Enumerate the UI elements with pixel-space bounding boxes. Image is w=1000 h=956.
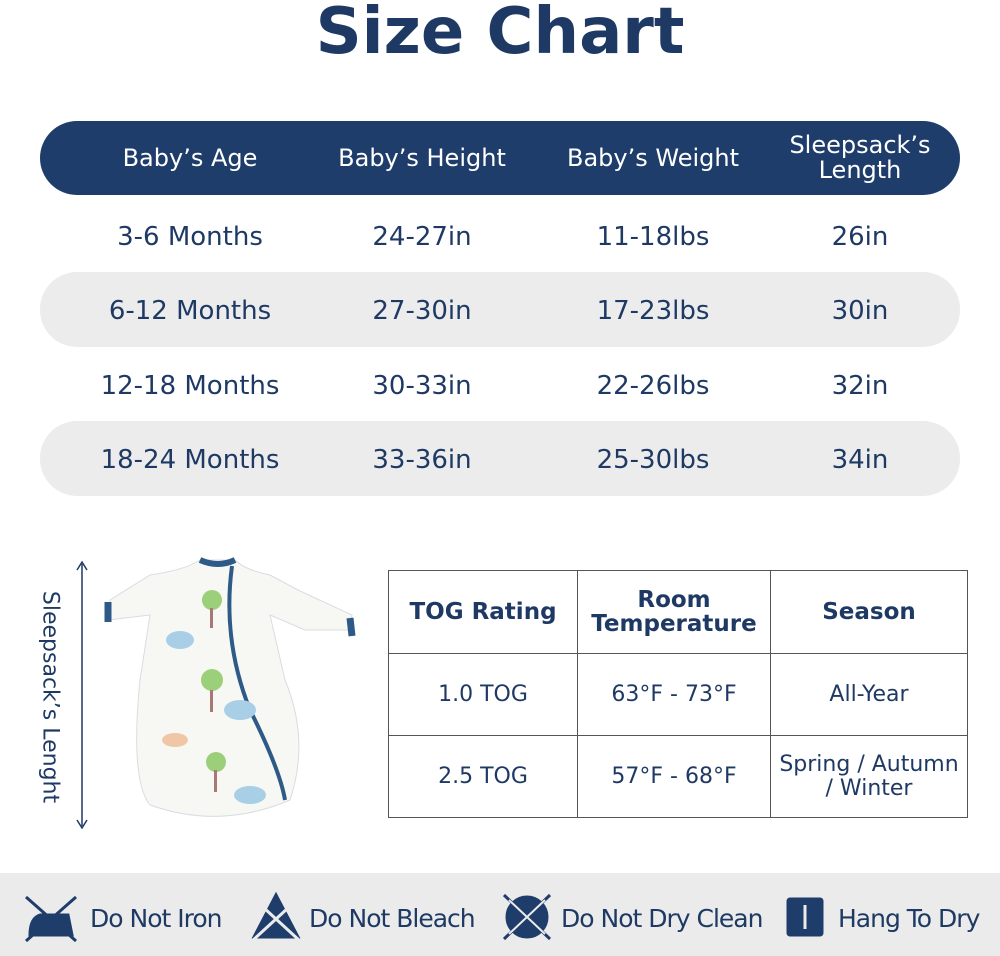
tog-cell: Spring / Autumn / Winter — [770, 735, 968, 818]
size-header: Baby’s Height — [338, 143, 506, 172]
length-label: Sleepsack’s Lenght — [37, 590, 63, 804]
size-cell: 22-26lbs — [596, 371, 710, 401]
size-cell: 32in — [831, 371, 889, 401]
size-cell: 12-18 Months — [100, 371, 280, 401]
tog-cell: 57°F - 68°F — [577, 735, 771, 818]
care-label: Do Not Bleach — [309, 904, 476, 933]
header-bar — [40, 121, 960, 195]
size-header: Baby’s Age — [122, 143, 258, 172]
size-cell: 18-24 Months — [100, 445, 280, 475]
size-header: Baby’s Weight — [567, 143, 739, 172]
size-cell: 24-27in — [372, 222, 472, 252]
size-cell: 11-18lbs — [596, 222, 710, 252]
tog-cell: 1.0 TOG — [388, 653, 578, 736]
size-cell: 34in — [831, 445, 889, 475]
care-band — [0, 873, 1000, 956]
size-cell: 17-23lbs — [596, 296, 710, 326]
care-label: Do Not Iron — [90, 904, 222, 933]
row-band — [40, 421, 960, 496]
size-cell: 30-33in — [372, 371, 472, 401]
tog-cell: 2.5 TOG — [388, 735, 578, 818]
care-label: Hang To Dry — [838, 904, 980, 933]
size-cell: 33-36in — [372, 445, 472, 475]
tog-cell: 63°F - 73°F — [577, 653, 771, 736]
tog-cell: All-Year — [770, 653, 968, 736]
tog-table: TOG Rating Room Temperature Season 1.0 T… — [388, 570, 968, 818]
sleepsack-illustration — [76, 557, 356, 830]
tog-header: Room Temperature — [577, 570, 771, 654]
size-cell: 27-30in — [372, 296, 472, 326]
size-cell: 25-30lbs — [596, 445, 710, 475]
care-icons — [25, 891, 824, 943]
tog-header: TOG Rating — [388, 570, 578, 654]
care-label: Do Not Dry Clean — [561, 904, 763, 933]
size-cell: 26in — [831, 222, 889, 252]
size-cell: 3-6 Months — [117, 222, 263, 252]
title: Size Chart — [315, 0, 685, 69]
size-cell: 30in — [831, 296, 889, 326]
tog-header: Season — [770, 570, 968, 654]
size-cell: 6-12 Months — [108, 296, 272, 326]
row-band — [40, 272, 960, 347]
size-header: Sleepsack’s Length — [789, 131, 931, 184]
